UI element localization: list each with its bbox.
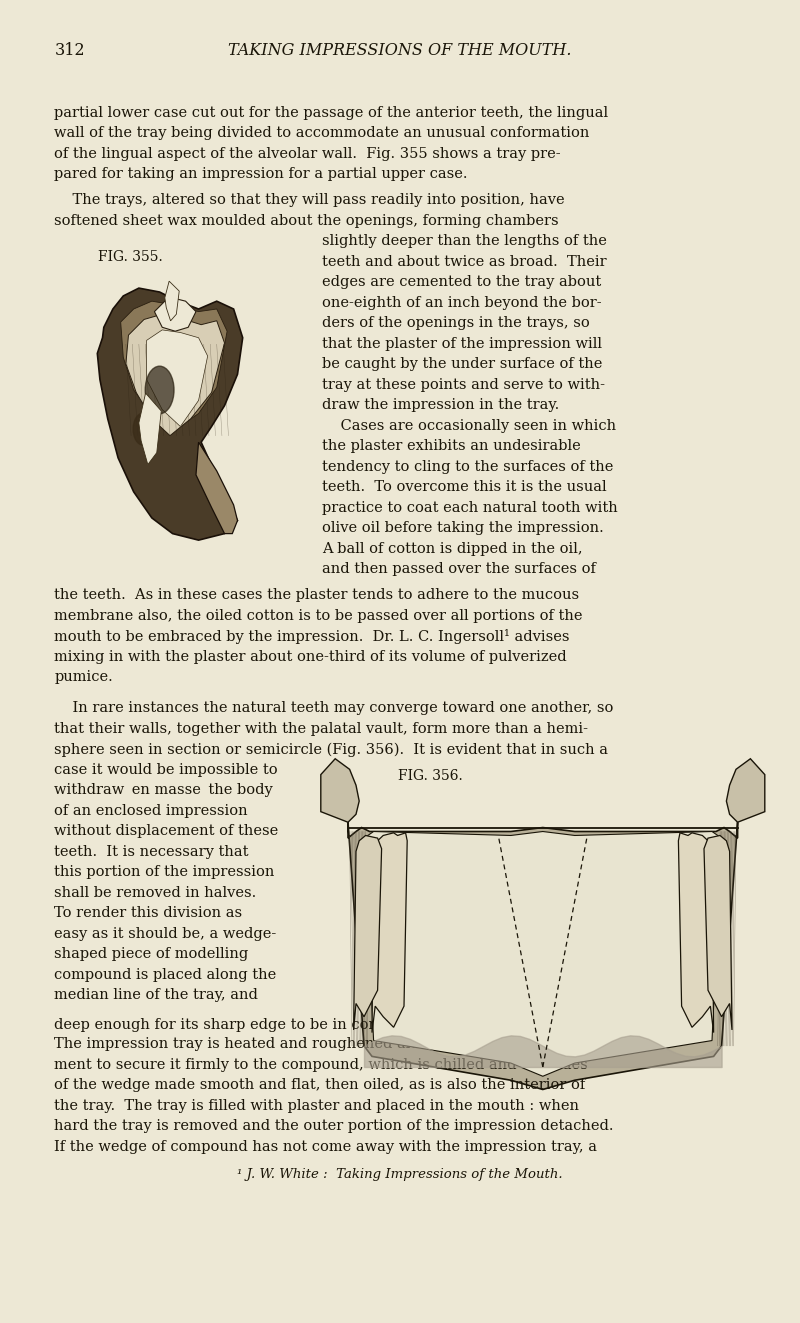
Text: be caught by the under surface of the: be caught by the under surface of the (322, 357, 602, 372)
Text: pared for taking an impression for a partial upper case.: pared for taking an impression for a par… (54, 167, 468, 181)
Text: of the lingual aspect of the alveolar wall.  Fig. 355 shows a tray pre-: of the lingual aspect of the alveolar wa… (54, 147, 561, 161)
Text: draw the impression in the tray.: draw the impression in the tray. (322, 398, 560, 413)
Text: edges are cemented to the tray about: edges are cemented to the tray about (322, 275, 602, 290)
Polygon shape (121, 302, 227, 431)
Text: slightly deeper than the lengths of the: slightly deeper than the lengths of the (322, 234, 607, 249)
Text: practice to coat each natural tooth with: practice to coat each natural tooth with (322, 500, 618, 515)
Text: partial lower case cut out for the passage of the anterior teeth, the lingual: partial lower case cut out for the passa… (54, 106, 609, 120)
Text: FIG. 355.: FIG. 355. (98, 250, 163, 265)
Text: If the wedge of compound has not come away with the impression tray, a: If the wedge of compound has not come aw… (54, 1139, 598, 1154)
Text: tendency to cling to the surfaces of the: tendency to cling to the surfaces of the (322, 459, 614, 474)
Text: ders of the openings in the trays, so: ders of the openings in the trays, so (322, 316, 590, 331)
Text: TAKING IMPRESSIONS OF THE MOUTH.: TAKING IMPRESSIONS OF THE MOUTH. (228, 42, 572, 60)
Text: FIG. 356.: FIG. 356. (398, 769, 462, 783)
Text: compound is placed along the: compound is placed along the (54, 967, 277, 982)
Text: mixing in with the plaster about one-third of its volume of pulverized: mixing in with the plaster about one-thi… (54, 650, 567, 664)
Text: that their walls, together with the palatal vault, form more than a hemi-: that their walls, together with the pala… (54, 721, 588, 736)
Text: In rare instances the natural teeth may converge toward one another, so: In rare instances the natural teeth may … (54, 701, 614, 716)
Polygon shape (321, 758, 359, 822)
Text: olive oil before taking the impression.: olive oil before taking the impression. (322, 521, 604, 536)
Text: membrane also, the oiled cotton is to be passed over all portions of the: membrane also, the oiled cotton is to be… (54, 609, 583, 623)
Polygon shape (372, 832, 407, 1032)
Text: ¹ J. W. White :  Taking Impressions of the Mouth.: ¹ J. W. White : Taking Impressions of th… (237, 1168, 563, 1181)
Polygon shape (196, 442, 238, 533)
Text: teeth and about twice as broad.  Their: teeth and about twice as broad. Their (322, 254, 607, 269)
Circle shape (146, 366, 174, 414)
Text: hard the tray is removed and the outer portion of the impression detached.: hard the tray is removed and the outer p… (54, 1119, 614, 1134)
Polygon shape (704, 835, 732, 1029)
Text: of the wedge made smooth and flat, then oiled, as is also the interior of: of the wedge made smooth and flat, then … (54, 1078, 586, 1093)
Text: deep enough for its sharp edge to be in contact with the palatal vault.⁴: deep enough for its sharp edge to be in … (54, 1016, 581, 1032)
Text: shall be removed in halves.: shall be removed in halves. (54, 885, 257, 900)
Polygon shape (165, 282, 179, 321)
Polygon shape (678, 832, 714, 1032)
Polygon shape (364, 831, 722, 1076)
Text: teeth.  It is necessary that: teeth. It is necessary that (54, 844, 249, 859)
Text: 312: 312 (54, 42, 85, 60)
Circle shape (133, 413, 152, 445)
Text: The impression tray is heated and roughened along its line of attach-: The impression tray is heated and roughe… (54, 1037, 569, 1052)
Text: ment to secure it firmly to the compound, which is chilled and the sides: ment to secure it firmly to the compound… (54, 1057, 588, 1072)
Text: the plaster exhibits an undesirable: the plaster exhibits an undesirable (322, 439, 581, 454)
Text: tray at these points and serve to with-: tray at these points and serve to with- (322, 377, 606, 392)
Text: and then passed over the surfaces of: and then passed over the surfaces of (322, 562, 596, 577)
Text: The trays, altered so that they will pass readily into position, have: The trays, altered so that they will pas… (54, 193, 565, 208)
Polygon shape (354, 835, 382, 1029)
Polygon shape (348, 822, 738, 1089)
Text: the tray.  The tray is filled with plaster and placed in the mouth : when: the tray. The tray is filled with plaste… (54, 1098, 579, 1113)
Text: that the plaster of the impression will: that the plaster of the impression will (322, 336, 602, 351)
Text: pumice.: pumice. (54, 669, 113, 684)
Text: easy as it should be, a wedge-: easy as it should be, a wedge- (54, 926, 277, 941)
Text: without displacement of these: without displacement of these (54, 824, 278, 839)
Text: Cases are occasionally seen in which: Cases are occasionally seen in which (322, 418, 617, 433)
Polygon shape (726, 758, 765, 822)
Text: of an enclosed impression: of an enclosed impression (54, 803, 248, 818)
FancyBboxPatch shape (318, 798, 768, 1069)
Text: teeth.  To overcome this it is the usual: teeth. To overcome this it is the usual (322, 480, 607, 495)
Text: To render this division as: To render this division as (54, 906, 242, 921)
Text: one-eighth of an inch beyond the bor-: one-eighth of an inch beyond the bor- (322, 295, 602, 310)
Text: shaped piece of modelling: shaped piece of modelling (54, 947, 249, 962)
Text: wall of the tray being divided to accommodate an unusual conformation: wall of the tray being divided to accomm… (54, 127, 590, 140)
Polygon shape (139, 393, 162, 464)
Text: the teeth.  As in these cases the plaster tends to adhere to the mucous: the teeth. As in these cases the plaster… (54, 587, 579, 602)
FancyBboxPatch shape (58, 274, 308, 585)
Text: A ball of cotton is dipped in the oil,: A ball of cotton is dipped in the oil, (322, 541, 583, 556)
Text: withdraw  en masse  the body: withdraw en masse the body (54, 783, 273, 798)
Polygon shape (126, 315, 225, 435)
Polygon shape (146, 329, 208, 426)
Polygon shape (154, 299, 196, 331)
Polygon shape (98, 288, 242, 540)
Text: median line of the tray, and: median line of the tray, and (54, 988, 258, 1003)
Text: softened sheet wax moulded about the openings, forming chambers: softened sheet wax moulded about the ope… (54, 213, 559, 228)
Text: this portion of the impression: this portion of the impression (54, 865, 274, 880)
Text: case it would be impossible to: case it would be impossible to (54, 762, 278, 777)
Text: mouth to be embraced by the impression.  Dr. L. C. Ingersoll¹ advises: mouth to be embraced by the impression. … (54, 628, 570, 644)
Text: sphere seen in section or semicircle (Fig. 356).  It is evident that in such a: sphere seen in section or semicircle (Fi… (54, 742, 608, 757)
